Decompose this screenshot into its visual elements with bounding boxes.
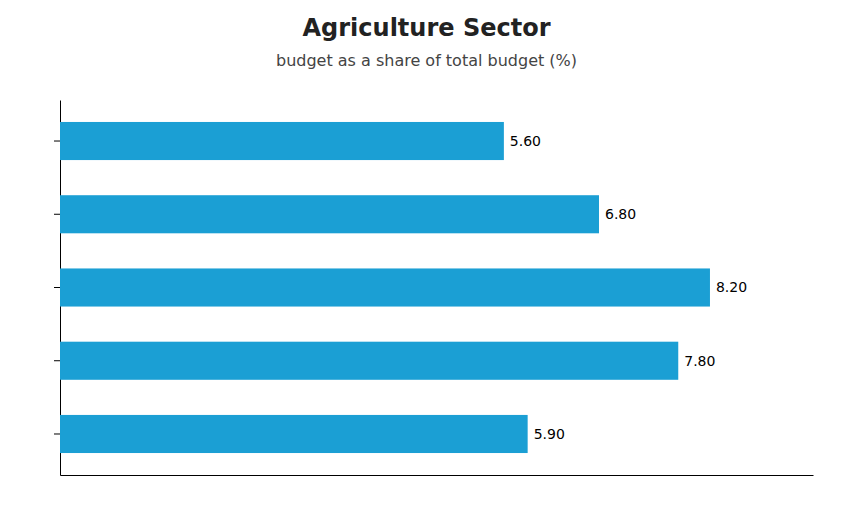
data-label: 5.90 (534, 426, 565, 442)
bar (60, 342, 678, 380)
x-axis (61, 475, 814, 476)
subtitle: budget as a share of total budget (%) (276, 51, 577, 70)
tick (54, 433, 60, 434)
bar (60, 122, 504, 160)
bar (60, 415, 528, 453)
data-label: 6.80 (605, 206, 636, 222)
tick-mark (54, 214, 60, 215)
tick-mark (54, 141, 60, 142)
x-axis-line (61, 475, 814, 476)
tick (54, 141, 60, 142)
data-labels: 5.60 6.80 8.20 7.80 5.90 (510, 133, 747, 442)
title: Agriculture Sector (303, 14, 551, 42)
plot: 5.60 6.80 8.20 7.80 5.90 (54, 101, 814, 476)
bar (60, 268, 710, 306)
data-label: 8.20 (716, 279, 747, 295)
data-label: 7.80 (684, 353, 715, 369)
bars (60, 122, 710, 453)
tick (54, 287, 60, 288)
tick-mark (54, 433, 60, 434)
bar (60, 195, 599, 233)
tick-mark (54, 287, 60, 288)
tick-mark (54, 360, 60, 361)
y-axis (54, 101, 61, 476)
data-label: 5.60 (510, 133, 541, 149)
chart: Agriculture Sector budget as a share of t… (0, 0, 853, 505)
tick (54, 214, 60, 215)
tick (54, 360, 60, 361)
